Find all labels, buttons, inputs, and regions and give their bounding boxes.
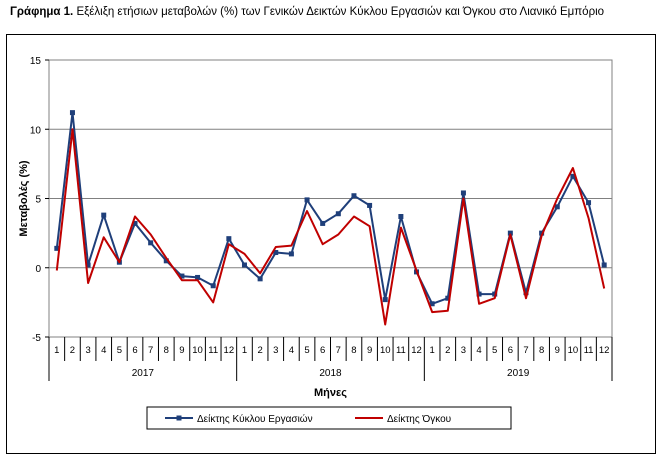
x-tick-label: 2 [445,345,450,356]
data-point [445,295,451,301]
data-point [351,193,357,199]
data-point [273,250,279,256]
chart-frame: -5 0 5 10 15 Μεταβολές (%) 1 2 3 4 5 6 7 8 9 10 11 12 1 2 3 4… [6,34,656,454]
data-point [304,197,310,203]
data-point [367,202,373,208]
x-tick-label: 10 [192,345,203,356]
x-tick-label: 10 [568,345,579,356]
y-tick-label: 5 [35,195,41,206]
x-tick-label: 6 [132,345,137,356]
chart-title: Γράφημα 1. Εξέλιξη ετήσιων μεταβολών (%)… [10,6,660,18]
legend-label-1: Δείκτης Κύκλου Εργασιών [197,413,313,425]
x-tick-label: 10 [380,345,391,356]
legend-label-2: Δείκτης Όγκου [387,413,451,425]
legend-marker [176,415,182,421]
data-point [69,110,75,116]
x-tick-label: 11 [584,345,594,356]
chart-title-bold: Γράφημα 1. [10,6,74,18]
x-tick-label: 7 [523,345,528,356]
data-point [460,190,466,196]
data-point [335,211,341,217]
data-point [539,230,545,236]
x-tick-label: 5 [492,345,497,356]
x-tick-label: 8 [351,345,356,356]
data-point [382,297,388,303]
data-point [241,262,247,268]
x-tick-label: 7 [148,345,153,356]
data-point [601,262,607,268]
data-point [101,212,107,218]
data-point [85,262,91,268]
x-tick-label: 7 [336,345,341,356]
x-tick-label: 3 [85,345,90,356]
data-point [210,283,216,289]
data-point [195,274,201,280]
x-tick-label: 4 [476,345,481,356]
data-point [476,291,482,297]
y-tick-label: 0 [35,264,41,275]
x-tick-label: 11 [396,345,406,356]
x-tick-label: 4 [101,345,106,356]
data-point [398,214,404,220]
x-tick-label: 5 [117,345,122,356]
data-point [320,220,326,226]
x-tick-label: 5 [304,345,309,356]
y-tick-label: -5 [32,333,41,344]
x-tick-label: 6 [508,345,513,356]
x-tick-label: 1 [54,345,59,356]
data-point [226,236,232,242]
x-tick-label: 12 [224,345,235,356]
x-tick-label: 12 [411,345,422,356]
x-tick-label: 2 [257,345,262,356]
x-tick-label: 12 [599,345,610,356]
data-point [54,245,60,251]
data-point [429,301,435,307]
year-label: 2018 [319,368,342,379]
data-point [586,200,592,206]
data-point [554,204,560,210]
x-tick-label: 9 [367,345,372,356]
x-tick-label: 9 [555,345,560,356]
data-point [132,220,138,226]
x-tick-label: 9 [179,345,184,356]
year-label: 2019 [507,368,530,379]
data-point [288,251,294,257]
y-axis-title: Μεταβολές (%) [18,160,30,236]
x-tick-label: 4 [289,345,294,356]
data-point [507,230,513,236]
legend-box [146,406,512,430]
data-point [523,290,529,296]
series-line-2 [55,128,606,326]
y-tick-label: 15 [30,56,42,67]
x-tick-label: 8 [164,345,169,356]
chart-title-text: Εξέλιξη ετήσιων μεταβολών (%) των Γενικώ… [73,6,605,18]
x-tick-label: 3 [273,345,278,356]
x-axis-title: Μήνες [314,387,347,399]
x-tick-label: 3 [461,345,466,356]
data-point [257,276,263,282]
data-point [179,273,185,279]
data-point [570,173,576,179]
data-point [163,258,169,264]
x-tick-label: 6 [320,345,325,356]
y-tick-label: 10 [30,125,42,136]
x-tick-label: 8 [539,345,544,356]
x-tick-label: 1 [430,345,435,356]
x-tick-label: 11 [208,345,218,356]
year-label: 2017 [132,368,155,379]
series-line-1 [55,111,606,305]
data-point [148,240,154,246]
x-tick-label: 2 [70,345,75,356]
x-tick-label: 1 [242,345,247,356]
